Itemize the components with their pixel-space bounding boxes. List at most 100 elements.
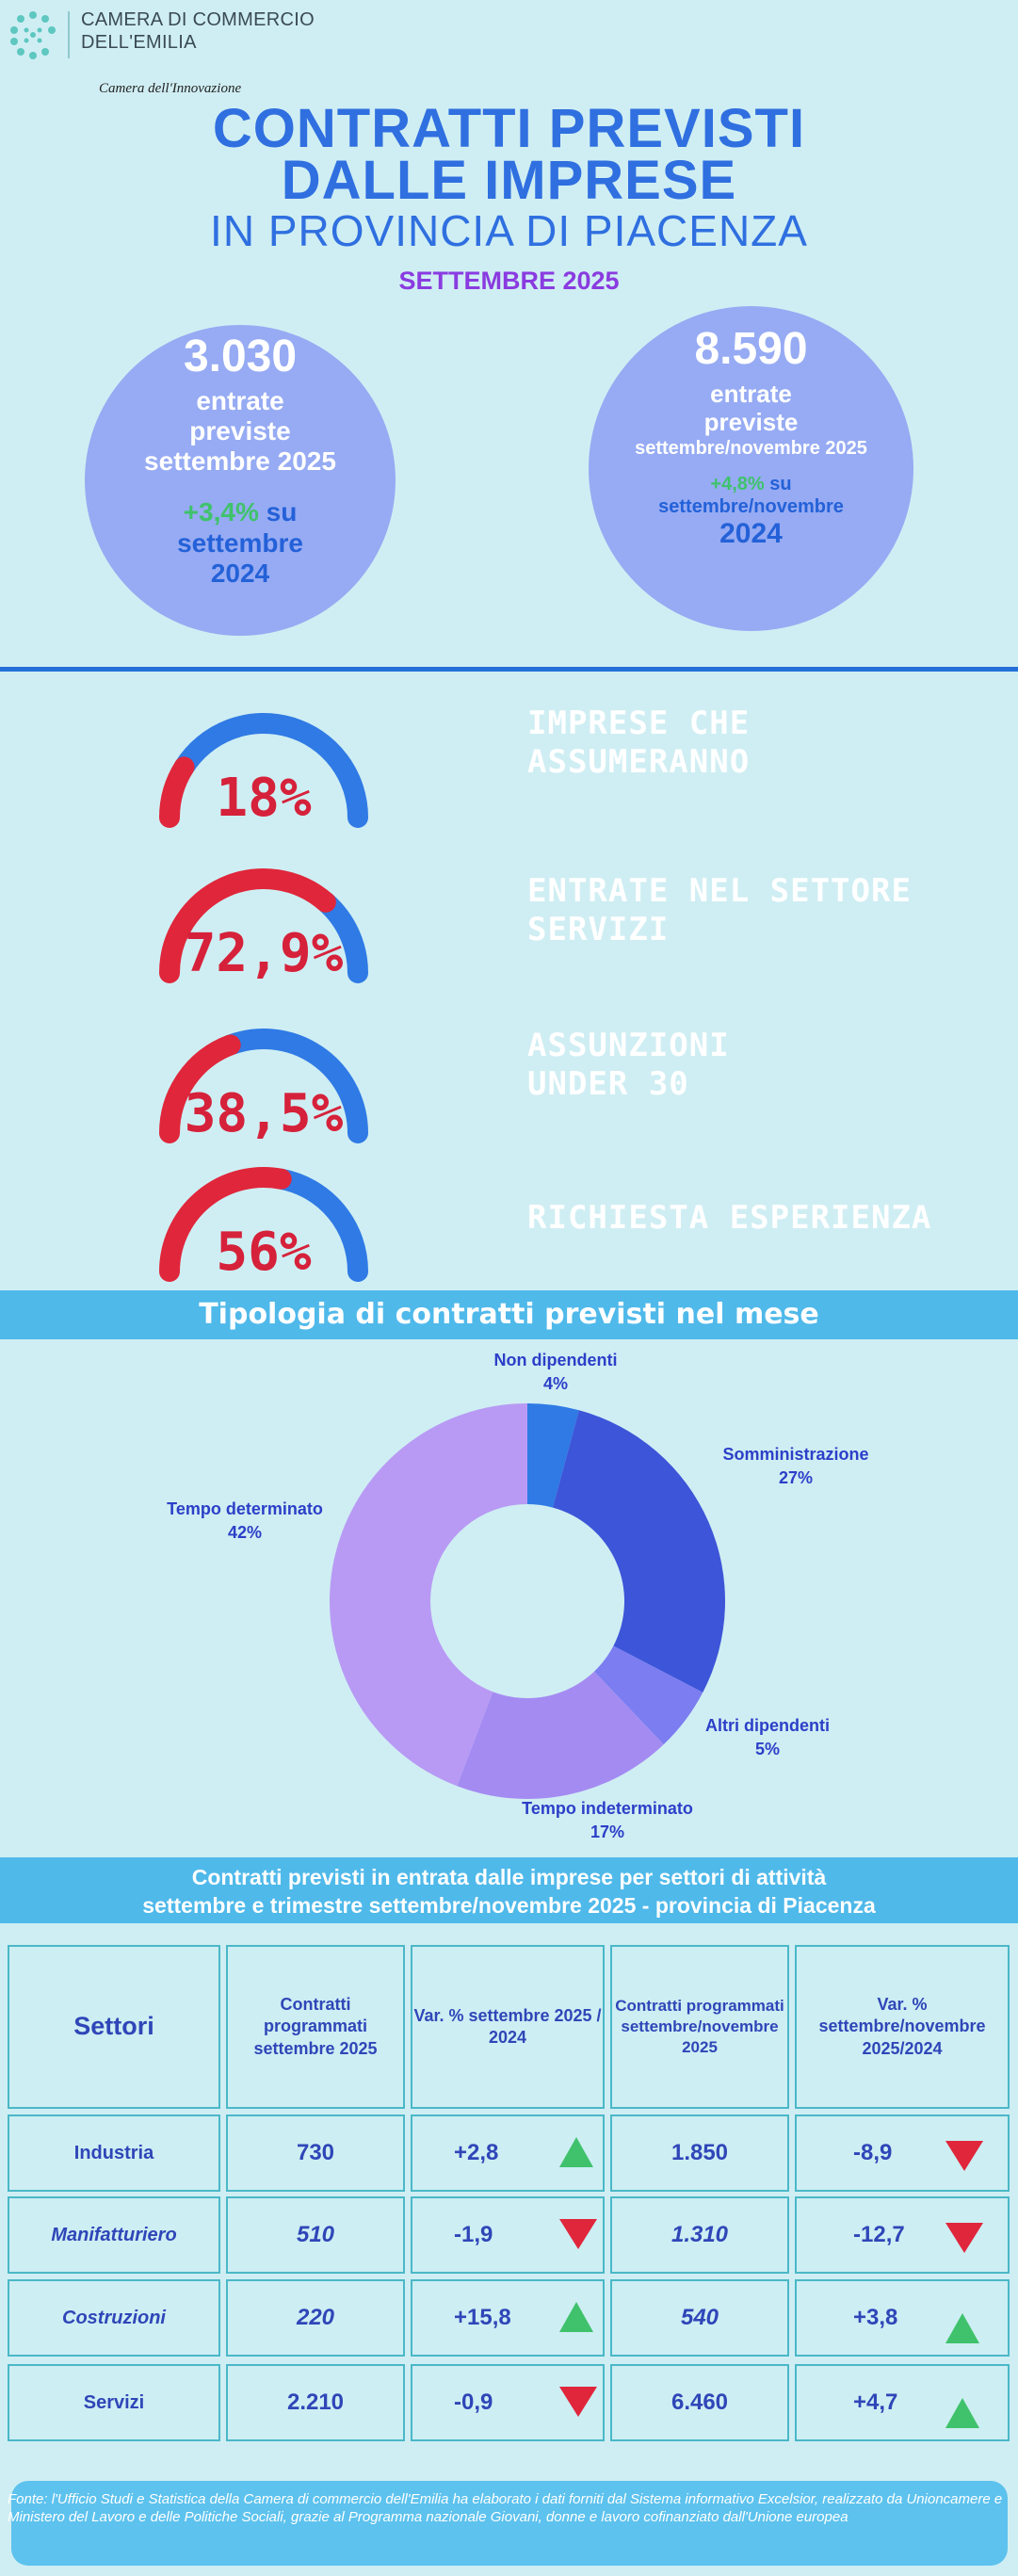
gauge-label1: ENTRATE NEL SETTORE (527, 872, 912, 910)
contracts-month-cell: 2.210 (226, 2364, 405, 2441)
gauge-track (270, 1168, 368, 1282)
table-title: Contratti previsti in entrata dalle impr… (0, 1857, 1018, 1923)
slice-label-tempo-indeterminato: Tempo indeterminato 17% (485, 1797, 730, 1844)
header-var-quarter: Var. % settembre/novembre 2025/2024 (795, 1945, 1010, 2109)
slice-label-tempo-determinato: Tempo determinato 42% (132, 1498, 358, 1545)
sector-cell: Servizi (8, 2364, 220, 2441)
gauge-value: 38,5% (185, 1083, 344, 1144)
slice-category: Somministrazione (722, 1445, 869, 1464)
var-month-cell: -0,9 (411, 2364, 605, 2441)
arrow-down-icon (559, 2219, 597, 2249)
gauge-value: 18% (216, 768, 311, 829)
entries-label1: entrate (710, 379, 792, 408)
footnote-box (11, 2481, 1008, 2566)
variation-ref1: settembre/novembre (658, 495, 844, 517)
logo-divider (68, 11, 70, 58)
slice-somministrazione (552, 1410, 725, 1693)
entries-quarter-circle: 8.590 entrate previste settembre/novembr… (589, 306, 913, 631)
variation-su: su (266, 497, 298, 527)
slice-non-dipendenti (527, 1403, 579, 1508)
table-title-line1: Contratti previsti in entrata dalle impr… (191, 1865, 827, 1889)
slice-percent: 17% (590, 1823, 625, 1842)
contracts-quarter-cell: 540 (610, 2279, 789, 2357)
slice-percent: 4% (542, 1374, 568, 1394)
table-title-line2: settembre e trimestre settembre/novembre… (142, 1893, 876, 1918)
variation-ref1: settembre (177, 527, 303, 558)
chart-title: Tipologia di contratti previsti nel mese (0, 1290, 1018, 1339)
gauge-fill (159, 868, 336, 983)
gauge-label1: RICHIESTA ESPERIENZA (527, 1199, 932, 1237)
sector-cell: Manifatturiero (8, 2196, 220, 2274)
gauge-value: 72,9% (185, 923, 344, 984)
header-var-month: Var. % settembre 2025 / 2024 (411, 1945, 605, 2109)
gauge-track (173, 713, 368, 828)
slice-category: Tempo determinato (167, 1499, 323, 1518)
contracts-quarter-cell: 1.310 (610, 2196, 789, 2274)
entries-label1: entrate (196, 385, 284, 415)
slice-label-non-dipendenti: Non dipendenti 4% (457, 1349, 654, 1396)
gauge-under30: 38,5% (159, 1029, 368, 1144)
entries-label3: settembre/novembre 2025 (635, 437, 867, 459)
slice-category: Tempo indeterminato (522, 1799, 693, 1818)
gauge-track (219, 1029, 368, 1143)
donut-chart (329, 1403, 725, 1799)
contracts-month-cell: 730 (226, 2114, 405, 2192)
header-sectors: Settori (8, 1945, 220, 2109)
slice-tempo-indeterminato (457, 1671, 664, 1799)
gauge-hiring-firms: 18% (159, 713, 368, 829)
arrow-down-icon (559, 2387, 597, 2417)
variation-value: +4,8% (710, 473, 765, 494)
org-name-line1: CAMERA DI COMMERCIO (81, 9, 315, 30)
arrow-up-icon (945, 2313, 979, 2343)
gauge-label2: SERVIZI (527, 911, 670, 949)
entries-quarter-number: 8.590 (694, 324, 808, 374)
var-quarter-cell: -8,9 (795, 2114, 1010, 2192)
variation-ref2: 2024 (210, 558, 270, 588)
variation-su: su (769, 473, 792, 494)
contracts-quarter-cell: 6.460 (610, 2364, 789, 2441)
slice-tempo-determinato (329, 1403, 527, 1787)
gauge-label1: IMPRESE CHE (527, 705, 751, 742)
contracts-quarter-cell: 1.850 (610, 2114, 789, 2192)
tagline: Camera dell'Innovazione (99, 81, 242, 96)
slice-percent: 5% (754, 1740, 780, 1759)
gauge-label2: ASSUMERANNO (527, 743, 751, 782)
variation-ref2: 2024 (719, 517, 783, 549)
gauge-value: 56% (216, 1222, 311, 1283)
gauge-fill (159, 1034, 241, 1143)
sector-cell: Costruzioni (8, 2279, 220, 2357)
gauge-fill (159, 1167, 292, 1282)
slice-label-somministrazione: Somministrazione 27% (678, 1443, 913, 1490)
gauge-label1: ASSUNZIONI (527, 1027, 730, 1064)
contracts-month-cell: 220 (226, 2279, 405, 2357)
arrow-down-icon (945, 2223, 983, 2253)
title-line1: CONTRATTI PREVISTI (212, 98, 806, 159)
gauge-experience: 56% (159, 1167, 368, 1283)
month-label: SETTEMBRE 2025 (398, 267, 620, 295)
footnote: Fonte: l'Ufficio Studi e Statistica dell… (8, 2491, 1003, 2525)
entries-label3: settembre 2025 (144, 446, 336, 477)
dots-logo-icon (10, 11, 56, 59)
slice-category: Non dipendenti (493, 1351, 618, 1369)
arrow-down-icon (945, 2141, 983, 2171)
slice-percent: 27% (778, 1468, 814, 1488)
variation-value: +3,4% (183, 497, 259, 527)
gauge-services: 72,9% (159, 868, 368, 984)
gauge-label2: UNDER 30 (527, 1065, 689, 1104)
title-line2: DALLE IMPRESE (281, 150, 737, 211)
entries-september-number: 3.030 (183, 332, 298, 381)
slice-label-altri-dipendenti: Altri dipendenti 5% (659, 1714, 876, 1761)
contracts-month-cell: 510 (226, 2196, 405, 2274)
sector-cell: Industria (8, 2114, 220, 2192)
header-contracts-quarter: Contratti programmati settembre/novembre… (610, 1945, 789, 2109)
title-line3: IN PROVINCIA DI PIACENZA (210, 206, 808, 255)
slice-altri-dipendenti (594, 1645, 703, 1745)
slice-category: Altri dipendenti (705, 1716, 830, 1735)
arrow-up-icon (945, 2398, 979, 2428)
header-contracts-month: Contratti programmati settembre 2025 (226, 1945, 405, 2109)
entries-label2: previste (189, 415, 291, 446)
arrow-up-icon (559, 2137, 593, 2167)
entries-september-circle: 3.030 entrate previste settembre 2025 +3… (85, 325, 396, 636)
gauge-fill (159, 756, 195, 828)
org-name-line2: DELL'EMILIA (81, 32, 197, 53)
